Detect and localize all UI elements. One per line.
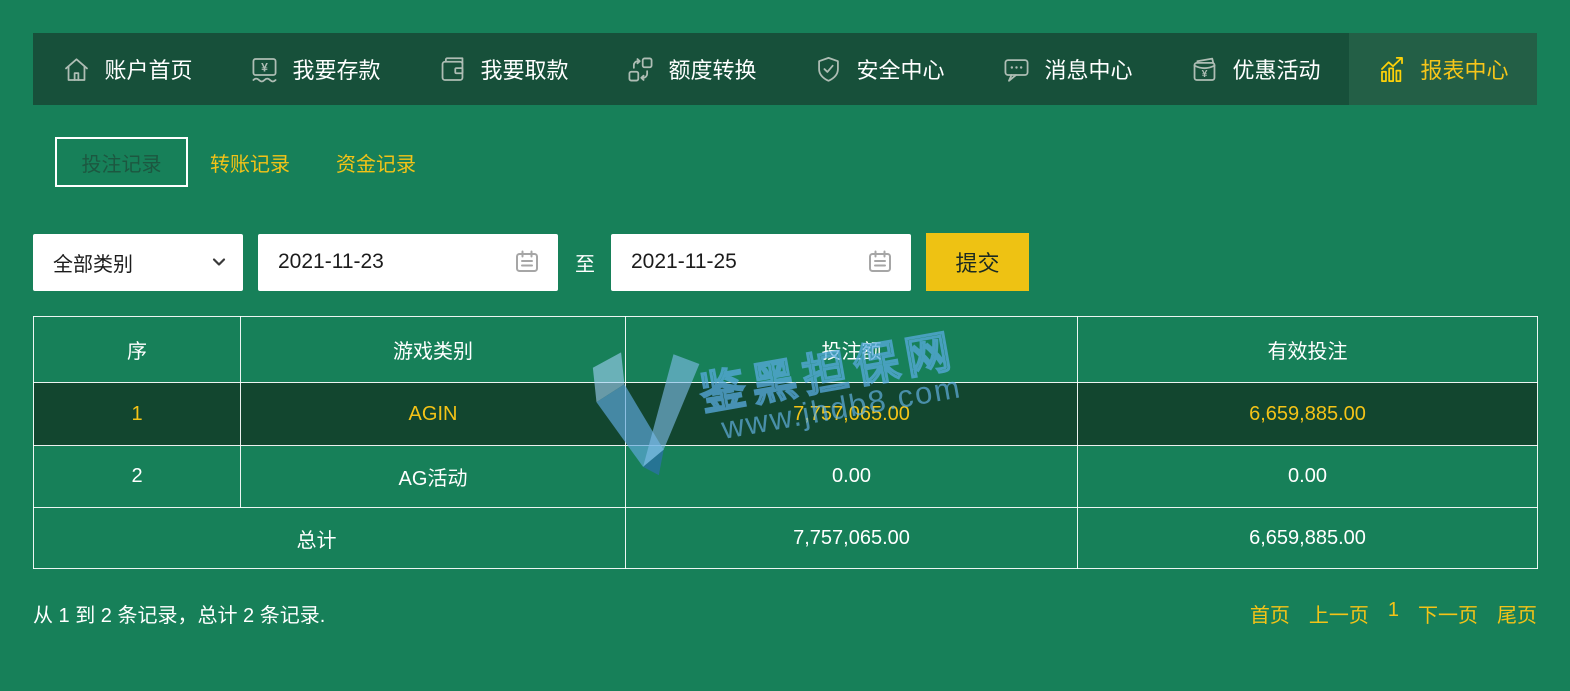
date-to-input[interactable] [631,250,831,274]
page: 账户首页 ¥ 我要存款 我要取款 额度转换 安全中心 消息中心 ¥ 优惠活动 报… [0,33,1570,628]
tab-transfer-records[interactable]: 转账记录 [210,153,290,176]
nav-item-label: 账户首页 [104,58,193,83]
calendar-icon [516,250,538,272]
nav-item-quota-transfer[interactable]: 额度转换 [597,33,785,105]
calendar-icon [869,250,891,272]
nav-item-withdraw[interactable]: 我要取款 [409,33,597,105]
cell-valid: 0.00 [1077,445,1538,508]
cell-valid: 6,659,885.00 [1077,382,1538,446]
table-row: 2 AG活动 0.00 0.00 [33,445,1538,508]
date-from-field[interactable] [258,233,558,291]
to-label: 至 [575,253,595,276]
main-navbar: 账户首页 ¥ 我要存款 我要取款 额度转换 安全中心 消息中心 ¥ 优惠活动 报… [33,33,1537,105]
table-footer: 从 1 到 2 条记录，总计 2 条记录. 首页 上一页 1 下一页 尾页 [33,599,1537,628]
tab-bet-records[interactable]: 投注记录 [55,137,188,187]
records-summary: 从 1 到 2 条记录，总计 2 条记录. [33,605,326,627]
category-select-value: 全部类别 [53,253,133,276]
category-select[interactable]: 全部类别 [33,233,243,291]
promo-icon: ¥ [1194,57,1216,81]
col-header-game: 游戏类别 [240,316,626,383]
nav-item-deposit[interactable]: ¥ 我要存款 [221,33,409,105]
nav-item-label: 报表中心 [1420,58,1509,83]
chevron-down-icon [212,258,226,266]
pagination: 首页 上一页 1 下一页 尾页 [1250,599,1537,628]
nav-item-message-center[interactable]: 消息中心 [973,33,1161,105]
nav-item-label: 我要存款 [292,58,381,83]
table-row: 1 AGIN 7,757,065.00 6,659,885.00 [33,382,1538,446]
security-icon [818,56,840,82]
nav-item-label: 安全中心 [856,58,945,83]
col-header-no: 序 [33,316,241,383]
message-icon [1005,58,1029,82]
nav-item-label: 我要取款 [480,58,569,83]
date-to-field[interactable] [611,233,911,291]
filter-bar: 全部类别 至 提交 [33,233,1537,291]
table-total-row: 总计 7,757,065.00 6,659,885.00 [33,507,1538,569]
nav-item-label: 优惠活动 [1232,58,1321,83]
record-tabs: 投注记录 转账记录 资金记录 [33,137,1537,187]
nav-item-label: 消息中心 [1044,58,1133,83]
nav-item-security-center[interactable]: 安全中心 [785,33,973,105]
date-from-input[interactable] [278,250,478,274]
report-icon [1381,56,1404,82]
svg-text:¥: ¥ [1202,68,1208,80]
cell-game: AGIN [240,382,626,446]
pagination-first[interactable]: 首页 [1249,605,1290,627]
submit-button[interactable]: 提交 [926,233,1029,291]
table-header-row: 序 游戏类别 投注额 有效投注 [33,316,1538,383]
home-icon [65,57,89,81]
nav-item-label: 额度转换 [668,58,757,83]
withdraw-icon [442,56,464,81]
cell-bet: 0.00 [625,445,1078,508]
nav-item-promotions[interactable]: ¥ 优惠活动 [1161,33,1349,105]
transfer-icon [629,57,653,81]
total-label: 总计 [33,507,626,569]
nav-item-account-home[interactable]: 账户首页 [33,33,221,105]
pagination-last[interactable]: 尾页 [1497,605,1537,627]
pagination-prev[interactable]: 上一页 [1308,605,1369,627]
cell-bet: 7,757,065.00 [625,382,1078,446]
total-valid: 6,659,885.00 [1077,507,1538,569]
col-header-valid: 有效投注 [1077,316,1538,383]
tab-funds-records[interactable]: 资金记录 [336,153,416,176]
bet-records-table: 序 游戏类别 投注额 有效投注 1 AGIN 7,757,065.00 6,65… [33,316,1538,569]
svg-text:¥: ¥ [262,60,269,74]
total-bet: 7,757,065.00 [625,507,1078,569]
cell-no: 2 [33,445,241,508]
pagination-next[interactable]: 下一页 [1418,605,1478,627]
deposit-icon: ¥ [253,57,277,82]
col-header-bet: 投注额 [625,316,1078,383]
nav-item-report-center[interactable]: 报表中心 [1349,33,1537,105]
cell-game: AG活动 [240,445,626,508]
cell-no: 1 [33,382,241,446]
pagination-page-1[interactable]: 1 [1387,599,1399,621]
tab-label: 投注记录 [81,153,162,176]
